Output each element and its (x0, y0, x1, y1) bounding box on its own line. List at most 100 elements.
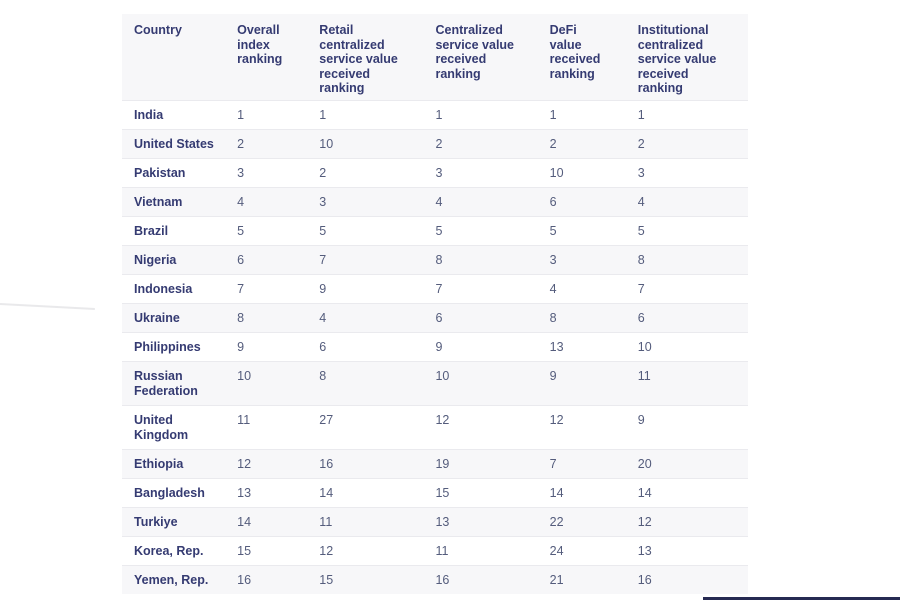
rank-cell-defi: 12 (548, 404, 637, 449)
rank-cell-overall-index: 2 (236, 128, 319, 158)
rank-cell-retail-centralized: 2 (318, 157, 435, 187)
rank-cell-defi: 8 (548, 302, 637, 332)
table-row: Ukraine 8 4 6 8 6 (122, 302, 748, 332)
table-row: United Kingdom 11 27 12 12 9 (122, 404, 748, 449)
rank-cell-centralized: 15 (434, 477, 549, 507)
rank-cell-retail-centralized: 12 (318, 535, 435, 565)
rank-cell-overall-index: 13 (236, 477, 319, 507)
column-header-institutional: Institutional centralized service value … (636, 14, 748, 100)
page-artifact-line (0, 303, 95, 310)
rank-cell-centralized: 16 (434, 564, 549, 594)
column-header-country: Country (122, 14, 237, 100)
table-row: Pakistan 3 2 3 10 3 (122, 157, 748, 187)
table-row: Turkiye 14 11 13 22 12 (122, 506, 748, 536)
rank-cell-overall-index: 4 (236, 186, 319, 216)
rank-cell-defi: 14 (548, 477, 637, 507)
table-row: Brazil 5 5 5 5 5 (122, 215, 748, 245)
rank-cell-retail-centralized: 3 (318, 186, 435, 216)
rank-cell-retail-centralized: 9 (318, 273, 435, 303)
rank-cell-centralized: 5 (434, 215, 549, 245)
rank-cell-retail-centralized: 16 (318, 448, 435, 478)
table-row: United States 2 10 2 2 2 (122, 128, 748, 158)
table-row: Vietnam 4 3 4 6 4 (122, 186, 748, 216)
rank-cell-defi: 4 (548, 273, 637, 303)
country-cell: Pakistan (122, 157, 237, 187)
rank-cell-defi: 24 (548, 535, 637, 565)
rank-cell-centralized: 9 (434, 331, 549, 361)
country-cell: Indonesia (122, 273, 237, 303)
table-row: Nigeria 6 7 8 3 8 (122, 244, 748, 274)
country-cell: Brazil (122, 215, 237, 245)
country-cell: United Kingdom (122, 404, 237, 449)
rank-cell-retail-centralized: 6 (318, 331, 435, 361)
rank-cell-overall-index: 8 (236, 302, 319, 332)
table-row: Philippines 9 6 9 13 10 (122, 331, 748, 361)
rank-cell-centralized: 11 (434, 535, 549, 565)
rank-cell-overall-index: 5 (236, 215, 319, 245)
rank-cell-overall-index: 6 (236, 244, 319, 274)
rank-cell-retail-centralized: 8 (318, 360, 435, 405)
rankings-table: Country Overall index ranking Retail centr… (122, 14, 748, 594)
rank-cell-institutional: 11 (636, 360, 748, 405)
column-header-centralized: Centralized service value received ranki… (434, 14, 549, 100)
country-cell: Nigeria (122, 244, 237, 274)
rank-cell-centralized: 19 (434, 448, 549, 478)
rank-cell-institutional: 12 (636, 506, 748, 536)
column-header-defi: DeFi value received ranking (548, 14, 637, 100)
rank-cell-centralized: 4 (434, 186, 549, 216)
column-header-retail-centralized: Retail centralized service value receive… (318, 14, 435, 100)
bottom-edge-bar (703, 597, 900, 600)
table-row: Korea, Rep. 15 12 11 24 13 (122, 535, 748, 565)
rank-cell-overall-index: 1 (236, 99, 319, 129)
rank-cell-overall-index: 10 (236, 360, 319, 405)
rank-cell-retail-centralized: 10 (318, 128, 435, 158)
rank-cell-institutional: 8 (636, 244, 748, 274)
rank-cell-defi: 1 (548, 99, 637, 129)
table-row: Bangladesh 13 14 15 14 14 (122, 477, 748, 507)
rank-cell-institutional: 6 (636, 302, 748, 332)
rank-cell-overall-index: 7 (236, 273, 319, 303)
country-cell: Korea, Rep. (122, 535, 237, 565)
rank-cell-institutional: 10 (636, 331, 748, 361)
country-cell: Russian Federation (122, 360, 237, 405)
country-cell: India (122, 99, 237, 129)
rank-cell-defi: 7 (548, 448, 637, 478)
rank-cell-defi: 21 (548, 564, 637, 594)
rank-cell-centralized: 10 (434, 360, 549, 405)
table-row: Indonesia 7 9 7 4 7 (122, 273, 748, 303)
rank-cell-overall-index: 11 (236, 404, 319, 449)
rank-cell-retail-centralized: 5 (318, 215, 435, 245)
rank-cell-retail-centralized: 4 (318, 302, 435, 332)
table-body: India 1 1 1 1 1 United States 2 10 2 2 2 Pakistan 3 2 3… (122, 99, 748, 594)
rank-cell-overall-index: 3 (236, 157, 319, 187)
rank-cell-centralized: 3 (434, 157, 549, 187)
rank-cell-institutional: 16 (636, 564, 748, 594)
rank-cell-centralized: 1 (434, 99, 549, 129)
rank-cell-defi: 5 (548, 215, 637, 245)
rank-cell-defi: 10 (548, 157, 637, 187)
rank-cell-defi: 2 (548, 128, 637, 158)
rank-cell-defi: 9 (548, 360, 637, 405)
rank-cell-institutional: 13 (636, 535, 748, 565)
rank-cell-centralized: 2 (434, 128, 549, 158)
rank-cell-centralized: 6 (434, 302, 549, 332)
rank-cell-retail-centralized: 11 (318, 506, 435, 536)
rank-cell-overall-index: 12 (236, 448, 319, 478)
table-row: Russian Federation 10 8 10 9 11 (122, 360, 748, 405)
rank-cell-institutional: 2 (636, 128, 748, 158)
rank-cell-defi: 22 (548, 506, 637, 536)
country-cell: Yemen, Rep. (122, 564, 237, 594)
country-cell: Philippines (122, 331, 237, 361)
rank-cell-centralized: 7 (434, 273, 549, 303)
table-row: India 1 1 1 1 1 (122, 99, 748, 129)
rank-cell-institutional: 9 (636, 404, 748, 449)
header-row: Country Overall index ranking Retail centr… (122, 14, 748, 100)
table-row: Ethiopia 12 16 19 7 20 (122, 448, 748, 478)
rank-cell-centralized: 13 (434, 506, 549, 536)
rank-cell-centralized: 8 (434, 244, 549, 274)
rank-cell-institutional: 5 (636, 215, 748, 245)
rank-cell-overall-index: 15 (236, 535, 319, 565)
rank-cell-retail-centralized: 7 (318, 244, 435, 274)
rank-cell-retail-centralized: 15 (318, 564, 435, 594)
rank-cell-retail-centralized: 14 (318, 477, 435, 507)
